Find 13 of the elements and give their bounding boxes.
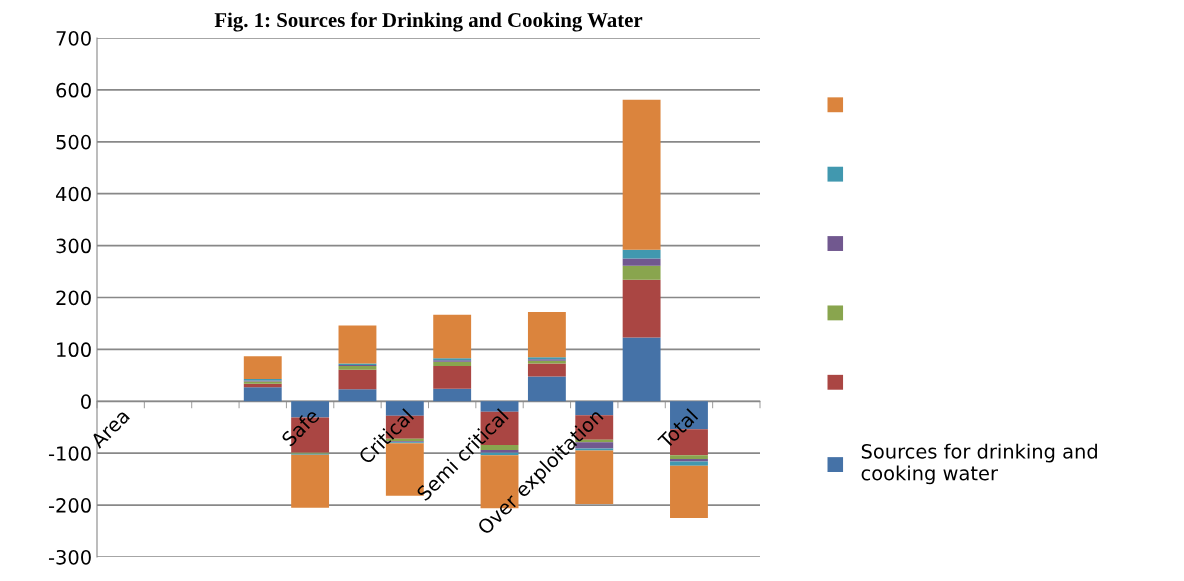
y-tick-label: 100 — [57, 342, 91, 358]
y-tick-label: 600 — [56, 82, 91, 98]
y-tick-label: -100 — [48, 446, 91, 461]
y-tick-label: -200 — [48, 498, 91, 513]
y-tick-label: 200 — [56, 290, 91, 306]
chart-title: Fig. 1: Sources for Drinking and Cooking Water — [214, 12, 643, 32]
y-tick-label: 0 — [81, 394, 91, 409]
y-tick-label: 400 — [55, 186, 91, 202]
y-tick-label: 500 — [56, 134, 91, 150]
legend-label: Sources for drinking and cooking water — [861, 443, 1097, 485]
y-tick-label: 300 — [56, 238, 91, 254]
y-tick-label: 700 — [56, 30, 91, 46]
y-tick-label: -300 — [48, 549, 91, 565]
